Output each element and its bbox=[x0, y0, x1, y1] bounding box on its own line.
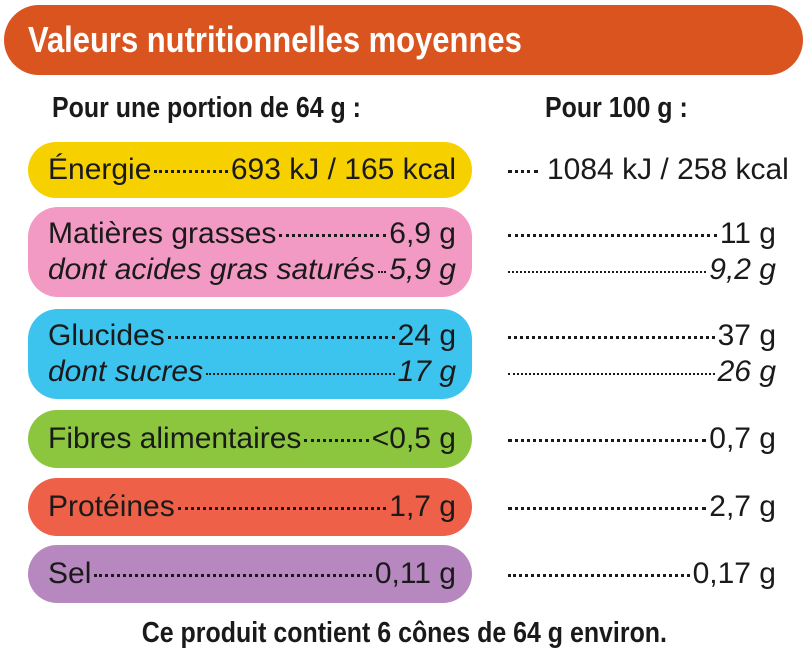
per100-value: 0,17 g bbox=[692, 557, 776, 590]
nutrient-label: Matières grasses bbox=[48, 217, 277, 250]
row-sel-portion: Sel 0,11 g bbox=[28, 545, 472, 603]
portion-value: 0,11 g bbox=[374, 557, 456, 590]
footer-note: Ce produit contient 6 cônes de 64 g envi… bbox=[0, 611, 808, 655]
nutrient-line: Glucides 24 g bbox=[48, 318, 456, 354]
row-proteines-portion: Protéines 1,7 g bbox=[28, 478, 472, 536]
nutrient-line: Sel 0,11 g bbox=[48, 556, 456, 592]
dot-leader bbox=[508, 507, 707, 510]
portion-value: <0,5 g bbox=[371, 422, 456, 455]
portion-value: 693 kJ / 165 kcal bbox=[230, 153, 456, 186]
per100-value: 37 g bbox=[717, 319, 776, 352]
row-energie-per100: 1084 kJ / 258 kcal bbox=[508, 142, 789, 198]
nutrient-sub-line: dont acides gras saturés 5,9 g bbox=[48, 252, 456, 288]
nutrient-label: Énergie bbox=[48, 153, 152, 186]
nutrient-label: Sel bbox=[48, 557, 92, 590]
nutrient-label: Protéines bbox=[48, 490, 175, 523]
per100-value: 11 g bbox=[719, 217, 776, 250]
row-proteines-per100: 2,7 g bbox=[508, 478, 776, 536]
footer-note-text: Ce produit contient 6 cônes de 64 g envi… bbox=[141, 616, 667, 649]
header-portion: Pour une portion de 64 g : bbox=[52, 88, 411, 128]
nutrient-line: 0,17 g bbox=[508, 556, 776, 592]
nutrient-sub-label: dont acides gras saturés bbox=[48, 253, 375, 286]
row-matieres-grasses-portion: Matières grasses 6,9 g dont acides gras … bbox=[28, 207, 472, 297]
nutrient-line: Énergie 693 kJ / 165 kcal bbox=[48, 152, 456, 188]
nutrient-line: Protéines 1,7 g bbox=[48, 489, 456, 525]
nutrient-line: 2,7 g bbox=[508, 489, 776, 525]
portion-sub-value: 17 g bbox=[397, 355, 456, 388]
dot-leader bbox=[206, 373, 395, 375]
dot-leader bbox=[304, 439, 369, 442]
row-glucides-portion: Glucides 24 g dont sucres 17 g bbox=[28, 309, 472, 399]
nutrient-line: 0,7 g bbox=[508, 421, 776, 457]
header-per-100g: Pour 100 g : bbox=[545, 88, 711, 128]
dot-leader bbox=[508, 336, 715, 339]
dot-leader bbox=[177, 507, 387, 510]
dot-leader bbox=[508, 170, 538, 173]
portion-value: 24 g bbox=[397, 319, 456, 352]
dot-leader bbox=[377, 271, 387, 273]
table-title: Valeurs nutritionnelles moyennes bbox=[28, 19, 522, 60]
dot-leader bbox=[508, 574, 690, 577]
portion-value: 6,9 g bbox=[389, 217, 456, 250]
nutrient-sub-line: dont sucres 17 g bbox=[48, 354, 456, 390]
nutrient-label: Glucides bbox=[48, 319, 165, 352]
header-per-100g-label: Pour 100 g : bbox=[545, 91, 688, 124]
dot-leader bbox=[94, 574, 372, 577]
nutrient-sub-line: 26 g bbox=[508, 354, 776, 390]
per100-sub-value: 9,2 g bbox=[709, 253, 776, 286]
row-sel-per100: 0,17 g bbox=[508, 545, 776, 603]
per100-value: 0,7 g bbox=[709, 422, 776, 455]
header-portion-label: Pour une portion de 64 g : bbox=[52, 91, 361, 124]
per100-value: 1084 kJ / 258 kcal bbox=[547, 153, 789, 186]
portion-sub-value: 5,9 g bbox=[389, 253, 456, 286]
dot-leader bbox=[154, 170, 228, 173]
nutrient-line: 37 g bbox=[508, 318, 776, 354]
nutrient-sub-line: 9,2 g bbox=[508, 252, 776, 288]
row-glucides-per100: 37 g 26 g bbox=[508, 309, 776, 399]
nutrient-line: 1084 kJ / 258 kcal bbox=[508, 152, 789, 188]
dot-leader bbox=[167, 336, 395, 339]
nutrient-line: Fibres alimentaires <0,5 g bbox=[48, 421, 456, 457]
row-matieres-grasses-per100: 11 g 9,2 g bbox=[508, 207, 776, 297]
per100-value: 2,7 g bbox=[709, 490, 776, 523]
dot-leader bbox=[508, 271, 707, 273]
nutrient-sub-label: dont sucres bbox=[48, 355, 204, 388]
nutrient-label: Fibres alimentaires bbox=[48, 422, 302, 455]
row-fibres-per100: 0,7 g bbox=[508, 410, 776, 468]
title-banner: Valeurs nutritionnelles moyennes bbox=[4, 5, 803, 75]
row-energie-portion: Énergie 693 kJ / 165 kcal bbox=[28, 142, 472, 198]
portion-value: 1,7 g bbox=[389, 490, 456, 523]
dot-leader bbox=[279, 234, 387, 237]
nutrient-line: Matières grasses 6,9 g bbox=[48, 216, 456, 252]
row-fibres-portion: Fibres alimentaires <0,5 g bbox=[28, 410, 472, 468]
dot-leader bbox=[508, 439, 707, 442]
dot-leader bbox=[508, 373, 715, 375]
per100-sub-value: 26 g bbox=[717, 355, 776, 388]
dot-leader bbox=[508, 234, 717, 237]
nutrient-line: 11 g bbox=[508, 216, 776, 252]
